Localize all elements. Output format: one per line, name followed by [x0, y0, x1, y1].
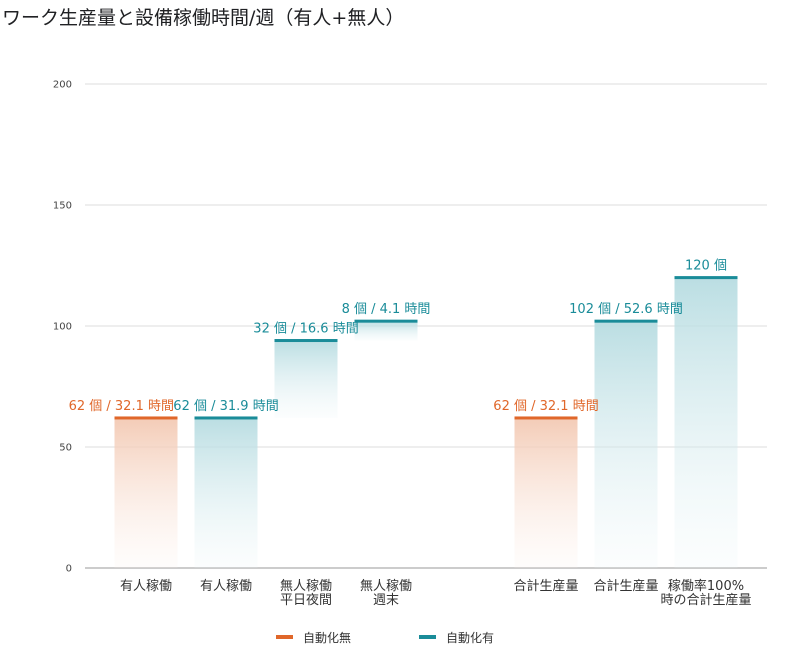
- bar-cap: [194, 416, 258, 420]
- bar: [274, 340, 338, 418]
- bar-cap: [674, 276, 738, 280]
- category-label: 有人稼働: [200, 579, 252, 594]
- gridlines: [85, 83, 767, 569]
- bar: [114, 417, 178, 568]
- bar: [354, 321, 418, 341]
- y-tick-label: 100: [53, 322, 72, 333]
- data-label: 102 個 / 52.6 時間: [569, 302, 683, 317]
- category-label: 無人稼働: [360, 579, 412, 594]
- legend-label-no-automation: 自動化無: [303, 630, 351, 645]
- bars: [114, 276, 738, 568]
- data-label: 32 個 / 16.6 時間: [253, 322, 358, 337]
- bar-cap: [274, 339, 338, 343]
- bar: [594, 321, 658, 568]
- legend-swatch-no-automation: [276, 635, 293, 639]
- data-label: 62 個 / 32.1 時間: [69, 399, 174, 414]
- category-label: 稼働率100%: [668, 578, 744, 594]
- bar-cap: [514, 416, 578, 420]
- category-label: 時の合計生産量: [660, 592, 751, 608]
- legend-label-automation: 自動化有: [446, 631, 494, 645]
- bar: [674, 277, 738, 568]
- bar-cap: [114, 416, 178, 420]
- y-tick-label: 50: [59, 443, 72, 454]
- category-label: 合計生産量: [513, 578, 578, 594]
- legend-swatch-automation: [419, 635, 436, 639]
- category-label: 無人稼働: [280, 579, 332, 594]
- bar-cap: [354, 319, 418, 323]
- data-label: 120 個: [685, 259, 727, 274]
- bar-cap: [594, 319, 658, 323]
- y-tick-label: 0: [66, 564, 72, 575]
- y-axis: 0 50 100 150 200: [53, 80, 72, 575]
- chart-title: ワーク生産量と設備稼働時間/週（有人+無人）: [2, 7, 404, 29]
- y-tick-label: 200: [53, 80, 72, 91]
- data-label: 62 個 / 32.1 時間: [493, 399, 598, 414]
- data-label: 8 個 / 4.1 時間: [342, 302, 431, 317]
- legend: 自動化無 自動化有: [276, 630, 494, 645]
- category-label: 合計生産量: [593, 578, 658, 594]
- bar: [194, 417, 258, 568]
- category-label: 週末: [373, 593, 399, 608]
- category-label: 有人稼働: [120, 579, 172, 594]
- category-label: 平日夜間: [280, 593, 332, 608]
- bar: [514, 417, 578, 568]
- data-label: 62 個 / 31.9 時間: [173, 399, 278, 414]
- y-tick-label: 150: [53, 201, 72, 212]
